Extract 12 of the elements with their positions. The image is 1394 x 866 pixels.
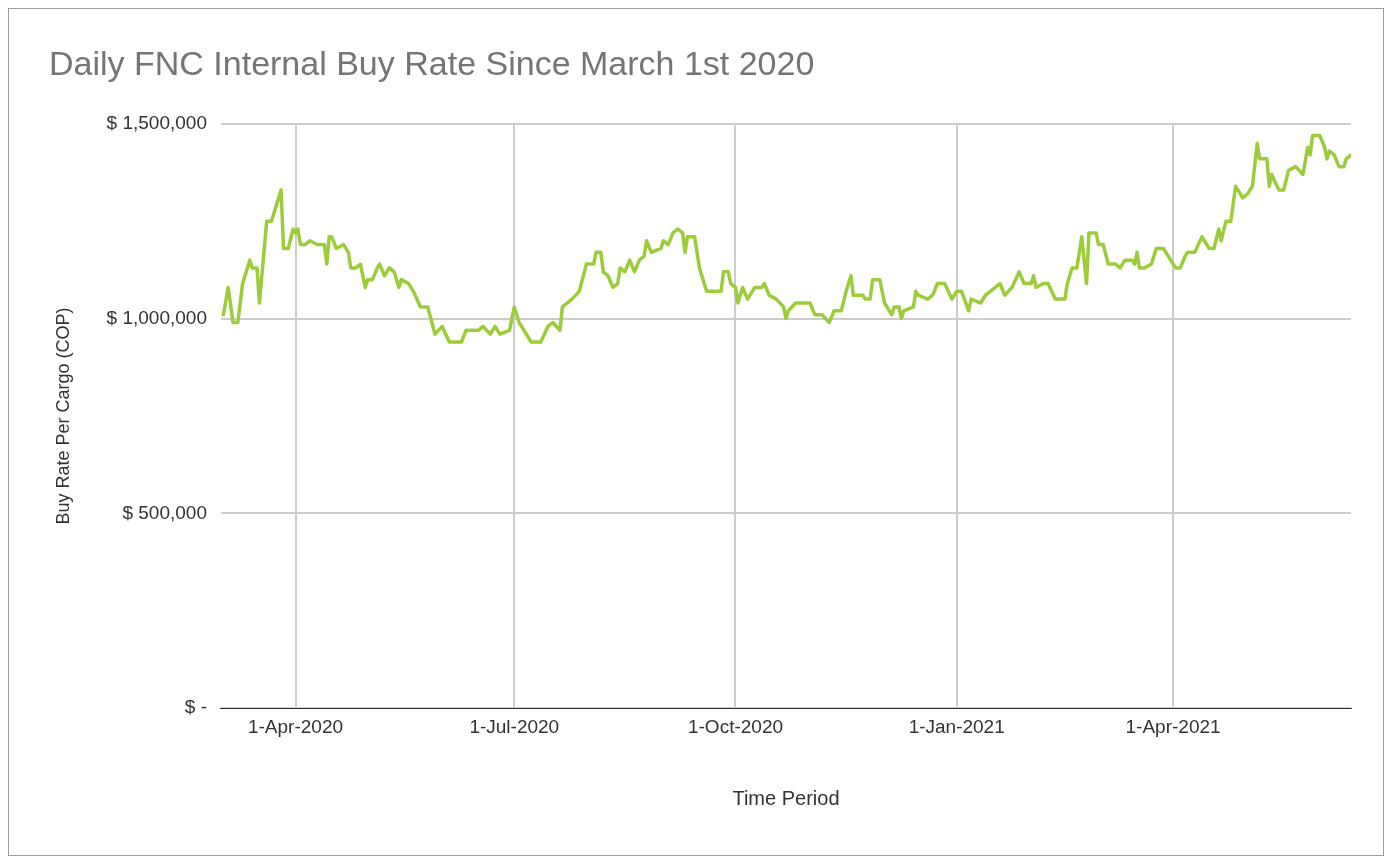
y-tick-label: $ 1,000,000	[106, 306, 207, 328]
x-tick-label: 1-Apr-2021	[1125, 715, 1221, 737]
y-tick-label: $ 500,000	[122, 501, 207, 523]
x-tick-label: 1-Oct-2020	[687, 715, 784, 737]
x-axis-title: Time Period	[732, 786, 840, 809]
chart-title: Daily FNC Internal Buy Rate Since March 1st 2020	[49, 43, 815, 82]
x-tick-label: 1-Apr-2020	[247, 715, 344, 737]
y-tick-label: $ -	[184, 696, 207, 718]
x-tick-label: 1-Jul-2020	[469, 715, 560, 737]
x-tick-label: 1-Jan-2021	[908, 715, 1005, 737]
y-axis-title: Buy Rate Per Cargo (COP)	[52, 307, 73, 525]
y-tick-label: $ 1,500,000	[106, 112, 207, 134]
